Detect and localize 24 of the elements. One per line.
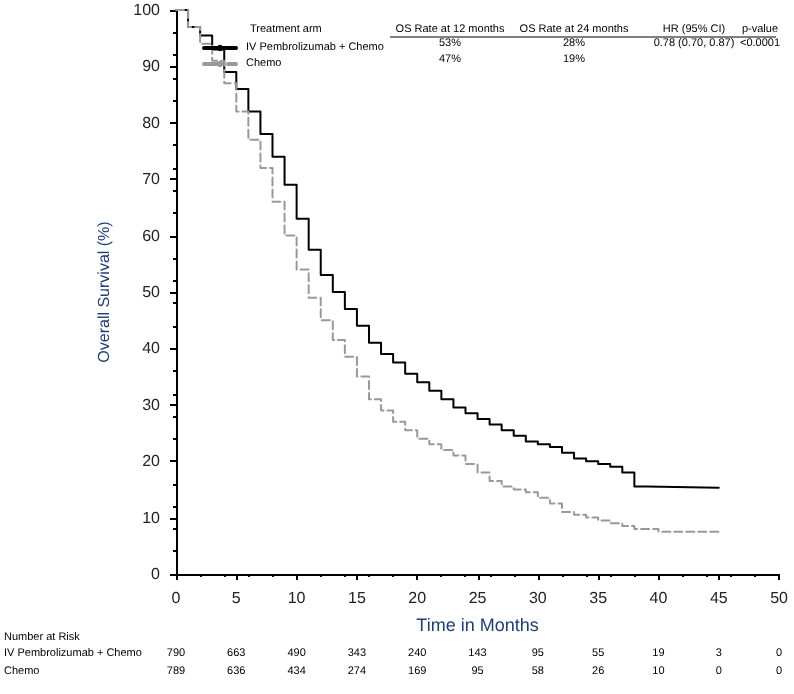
y-tick-label: 0 [151,565,162,583]
y-tick-label: 10 [142,508,162,527]
x-tick-label: 50 [770,589,790,607]
y-tick-label: 40 [142,339,162,358]
x-tick-label: 30 [528,589,548,607]
y-tick-label: 70 [142,170,162,189]
x-tick-label: 15 [348,589,367,607]
x-tick-label: 10 [287,589,307,607]
y-tick-label: 100 [133,1,162,19]
x-tick-label: 5 [231,589,242,607]
y-tick-label: 90 [142,57,162,76]
x-tick-label: 35 [589,589,609,607]
x-tick-label: 40 [649,589,669,607]
y-tick-label: 20 [142,452,162,471]
x-axis-title: Time in Months [416,614,540,635]
y-tick-label: 60 [142,226,162,245]
x-tick-label: 20 [408,589,428,607]
y-axis-title: Overall Survival (%) [94,220,113,363]
x-tick-label: 0 [171,589,182,607]
x-tick-label: 45 [709,589,729,607]
y-tick-label: 30 [142,395,162,414]
y-tick-label: 80 [142,113,162,132]
y-tick-label: 50 [142,283,162,301]
x-tick-label: 25 [468,589,488,607]
